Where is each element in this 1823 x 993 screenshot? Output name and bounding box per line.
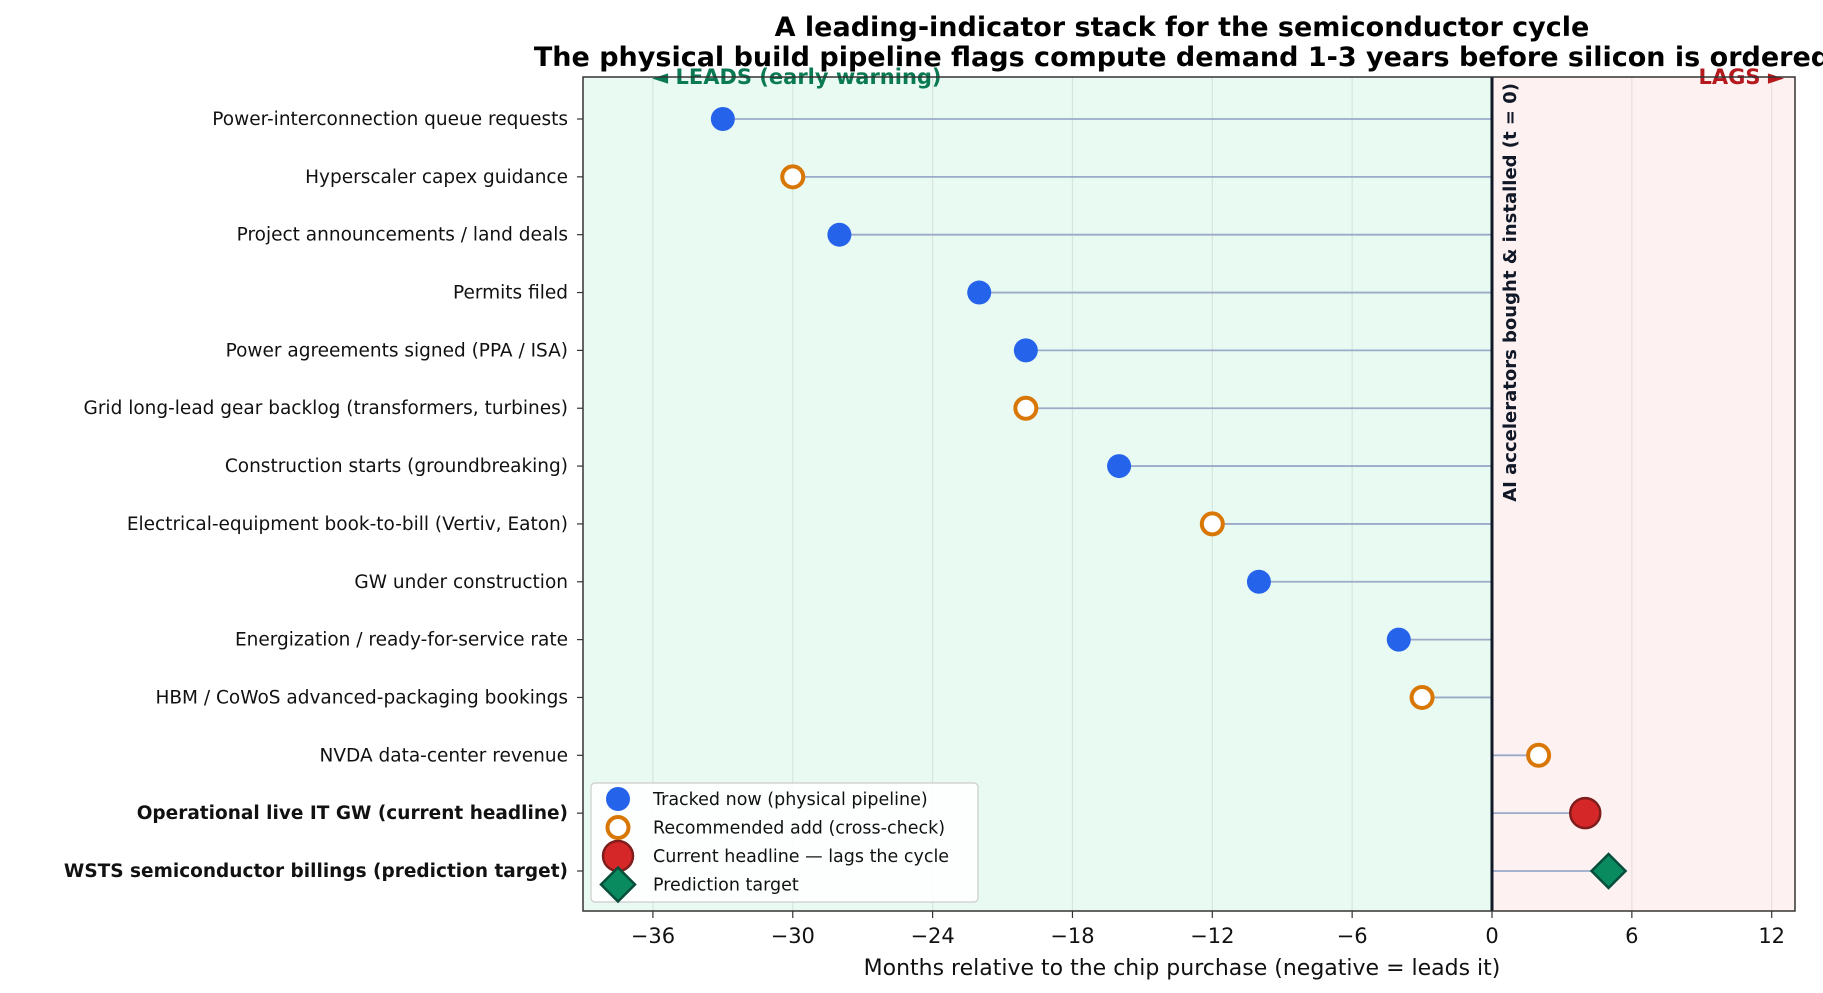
legend-label: Prediction target [653,876,799,896]
y-tick-label: HBM / CoWoS advanced-packaging bookings [155,687,568,708]
y-tick-label: Power agreements signed (PPA / ISA) [226,340,568,361]
lags-zone [1492,77,1795,911]
y-tick-label: Construction starts (groundbreaking) [225,456,568,477]
x-tick-label: −12 [1190,924,1234,948]
x-tick-label: 0 [1485,924,1498,948]
legend-label: Recommended add (cross-check) [653,819,945,839]
reference-line-label: AI accelerators bought & installed (t = … [1500,83,1521,502]
x-tick-label: −18 [1050,924,1094,948]
data-point [1199,511,1225,537]
y-tick-label: Electrical-equipment book-to-bill (Verti… [127,514,568,535]
legend: Tracked now (physical pipeline) Recommend… [590,782,979,904]
y-tick-label: Operational live IT GW (current headline… [137,803,568,824]
x-tick-label: 12 [1758,924,1785,948]
data-point [1526,742,1552,768]
y-tick-label: Hyperscaler capex guidance [305,167,568,188]
legend-marker [605,815,631,840]
y-tick-label: Energization / ready-for-service rate [235,630,568,651]
legend-box [590,782,979,903]
y-tick-labels: Power-interconnection queue requests Hype… [64,109,583,882]
x-tick-label: 6 [1625,924,1638,948]
data-point [1386,627,1411,652]
legend-marker [599,865,637,904]
x-tick-label: −30 [771,924,815,948]
x-tick-label: −24 [910,924,954,948]
x-tick-label: −6 [1337,924,1368,948]
data-point [710,107,735,131]
data-point [780,164,806,190]
data-point [1568,796,1602,830]
legend-label: Tracked now (physical pipeline) [652,790,928,810]
data-point [1589,852,1628,890]
chart-title: A leading-indicator stack for the semico… [775,12,1590,43]
plot-area: AI accelerators bought & installed (t = … [582,65,1796,912]
x-axis-label: Months relative to the chip purchase (ne… [864,956,1501,981]
data-point [1013,395,1039,421]
chart-subtitle: The physical build pipeline flags comput… [534,42,1823,73]
y-tick-label: Power-interconnection queue requests [212,109,568,130]
data-point [1013,338,1038,363]
data-point [1246,569,1271,594]
y-tick-label: NVDA data-center revenue [320,745,568,766]
data-point [1409,684,1435,710]
plot-frame [582,76,1796,912]
data-point [967,280,992,305]
y-tick-label: Permits filed [453,283,568,304]
data-points [710,107,1628,890]
grid-lines [652,77,1773,911]
leads-zone [583,77,1492,911]
y-tick-label: Project announcements / land deals [237,225,568,246]
y-tick-label: GW under construction [354,572,568,593]
data-point [1107,454,1132,479]
stems [722,118,1609,872]
legend-label: Current headline — lags the cycle [653,847,949,867]
x-tick-labels: −36 −30 −24 −18 −12 −6 0 6 12 [631,911,1785,948]
x-tick-label: −36 [631,924,675,948]
y-tick-label: WSTS semiconductor billings (prediction … [64,861,568,882]
data-point [827,222,852,247]
legend-marker [606,787,630,811]
y-tick-label: Grid long-lead gear backlog (transformer… [83,398,568,419]
